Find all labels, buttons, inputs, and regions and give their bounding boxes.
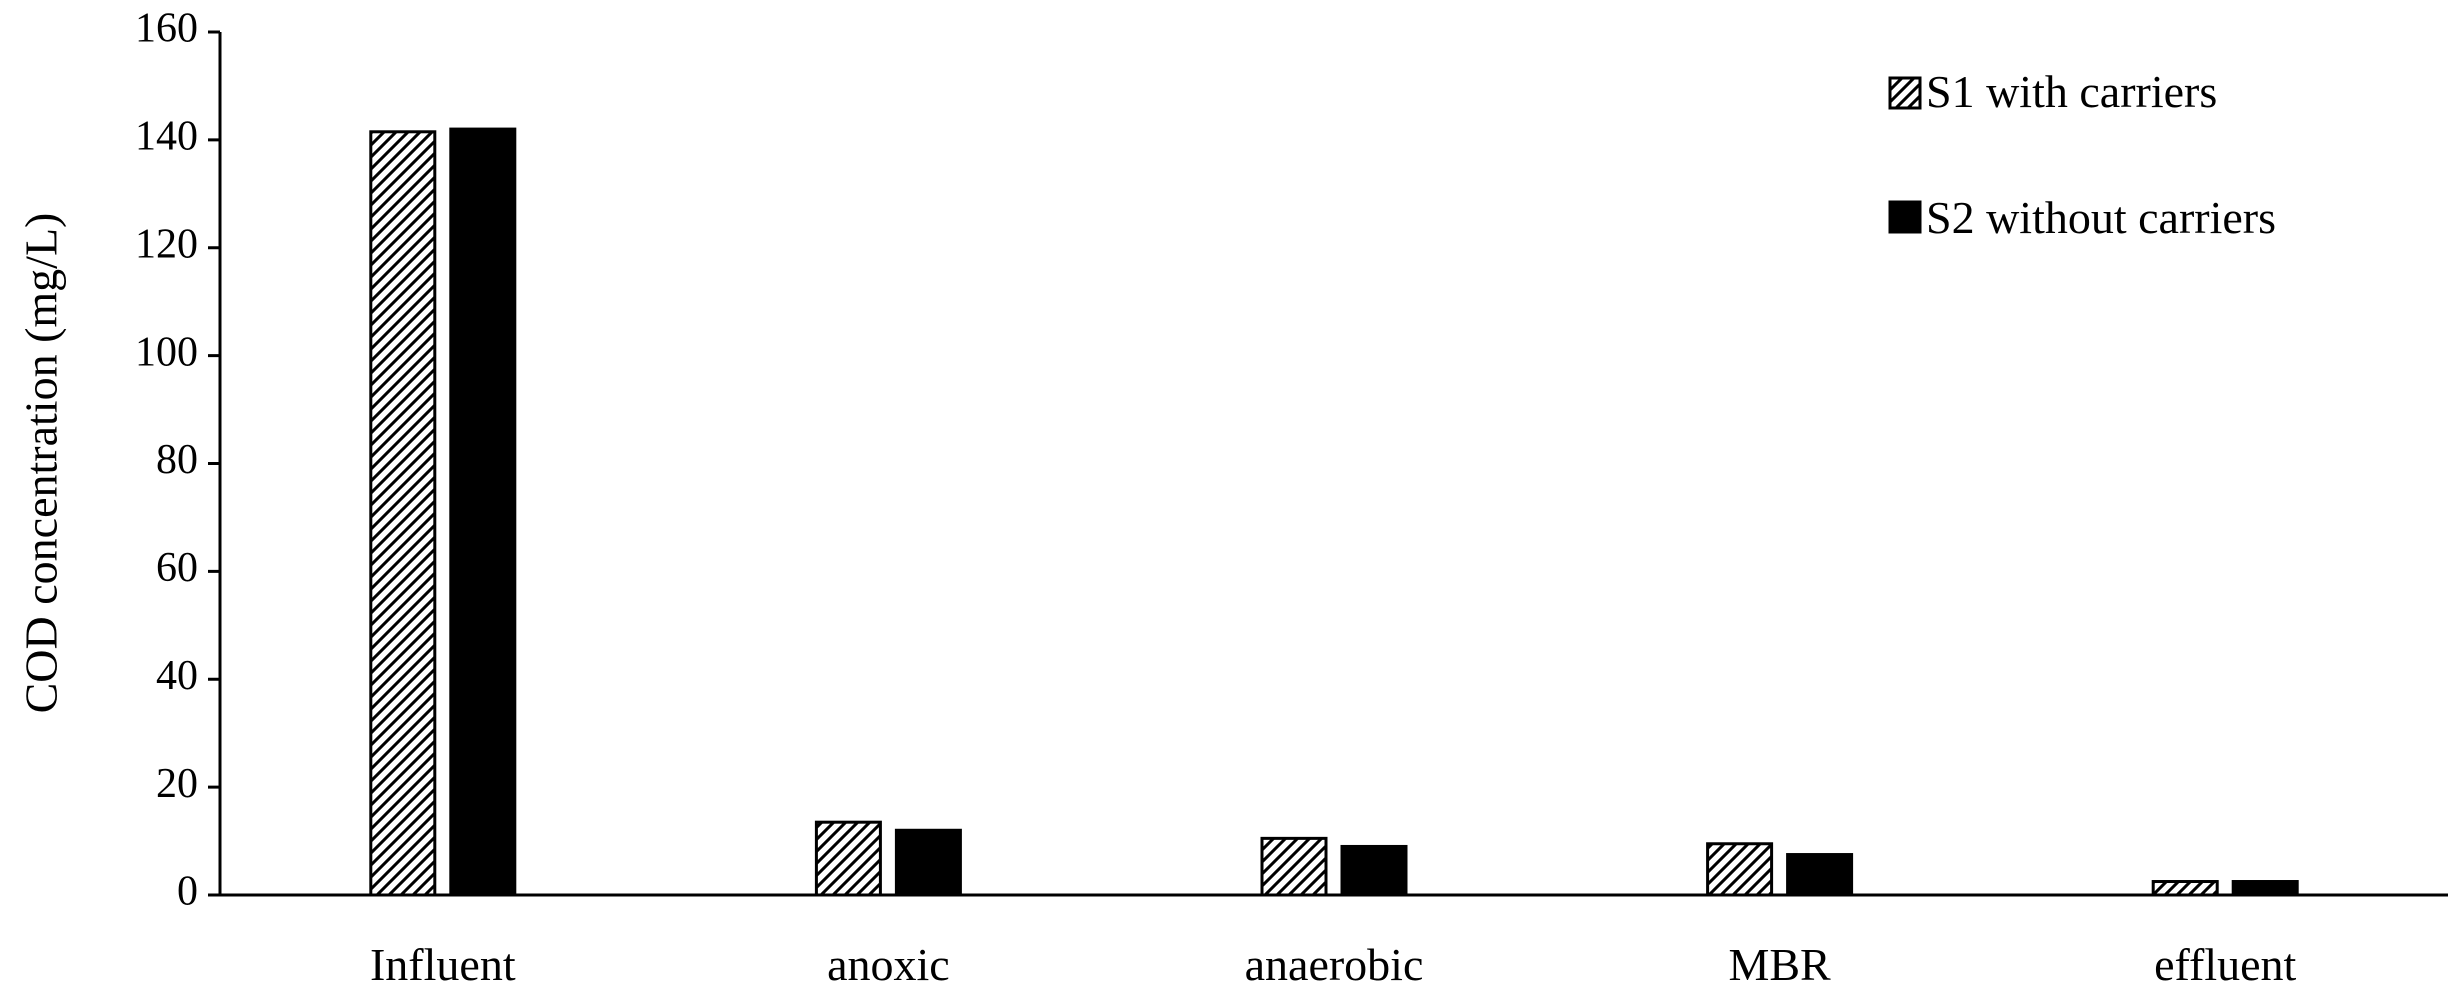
bar-s1	[814, 820, 882, 897]
category-label: anaerobic	[1245, 939, 1424, 990]
bar-s1	[1260, 836, 1328, 897]
category-labels: Influent anoxic anaerobic MBR effluent	[370, 939, 2297, 990]
bar-s1	[1706, 842, 1774, 897]
bar-s2	[1786, 853, 1854, 897]
category-label: Influent	[370, 939, 516, 990]
bar-s2	[449, 127, 517, 897]
bar-s2	[894, 828, 962, 897]
y-tick-label: 0	[177, 869, 198, 915]
category-label: effluent	[2154, 939, 2296, 990]
y-axis-ticks: 0 20 40 60 80 100 120 140 160	[135, 6, 220, 915]
bar-s2	[2231, 880, 2299, 897]
legend: S1 with carriers S2 without carriers	[1888, 66, 2276, 243]
y-tick-label: 140	[135, 114, 198, 160]
bar-s2	[1340, 844, 1408, 897]
bar-s1	[369, 130, 437, 897]
y-tick-label: 160	[135, 6, 198, 52]
y-tick-label: 120	[135, 221, 198, 267]
category-label: anoxic	[827, 939, 950, 990]
y-tick-label: 100	[135, 329, 198, 375]
y-tick-label: 80	[156, 437, 198, 483]
legend-label-s1: S1 with carriers	[1926, 66, 2217, 117]
bar-s1	[2151, 880, 2219, 897]
y-axis-title: COD concentration (mg/L)	[16, 213, 67, 714]
legend-swatch-s1	[1888, 76, 1922, 110]
legend-swatch-s2	[1888, 200, 1922, 234]
category-label: MBR	[1728, 939, 1831, 990]
legend-label-s2: S2 without carriers	[1926, 192, 2276, 243]
y-tick-label: 20	[156, 761, 198, 807]
bars-group	[369, 127, 2299, 897]
y-tick-label: 60	[156, 545, 198, 591]
y-tick-label: 40	[156, 653, 198, 699]
